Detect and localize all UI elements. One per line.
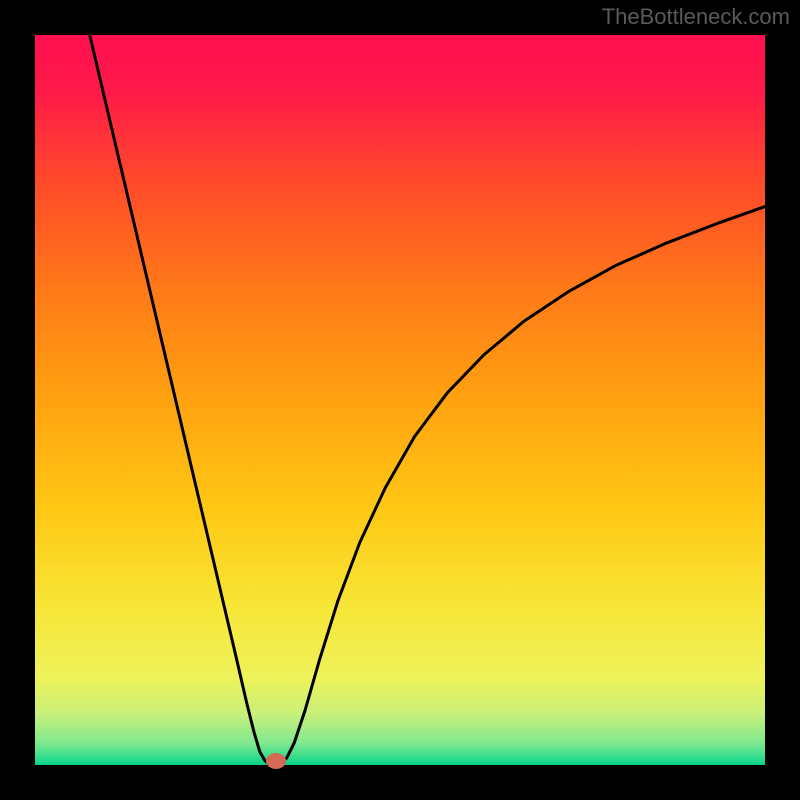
minimum-marker	[266, 753, 286, 769]
plot-area	[35, 35, 765, 765]
watermark-text: TheBottleneck.com	[602, 4, 790, 30]
chart-container: TheBottleneck.com	[0, 0, 800, 800]
curve-svg	[35, 35, 765, 765]
bottleneck-curve	[90, 35, 765, 765]
